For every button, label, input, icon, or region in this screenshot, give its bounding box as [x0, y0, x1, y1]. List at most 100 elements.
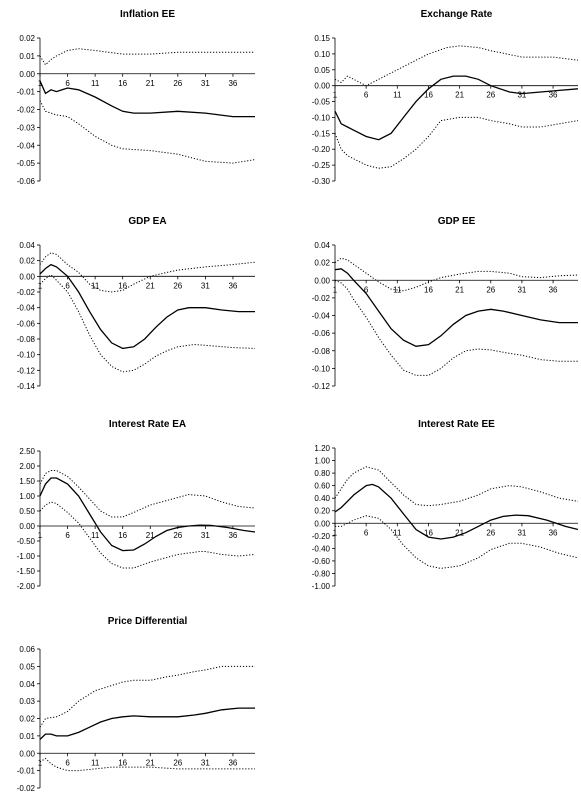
response-line — [334, 75, 579, 141]
response-line — [39, 707, 255, 740]
x-tick-label: 11 — [91, 79, 100, 88]
y-tick-label: -0.05 — [17, 159, 36, 168]
response-line — [39, 477, 256, 552]
y-tick-label: 2.50 — [19, 447, 35, 456]
y-tick-label: 0.05 — [19, 662, 35, 671]
y-tick-label: -0.01 — [17, 88, 36, 97]
chart-panel: Price Differential 0.06 0.05 0.04 0.03 0.02 0.… — [17, 616, 255, 793]
x-tick-label: 31 — [517, 285, 526, 294]
y-tick-label: 0.00 — [314, 519, 330, 528]
y-tick-label: 1.00 — [314, 457, 330, 466]
y-tick-label: -0.01 — [17, 767, 36, 776]
chart-panel: GDP EE 0.04 0.02 0.00 -0.02 -0.04 -0.06 -0.08 -0… — [312, 216, 579, 391]
x-tick-label: 1 — [333, 528, 338, 537]
x-tick-label: 36 — [549, 285, 558, 294]
y-tick-label: 1.20 — [314, 444, 330, 453]
y-tick-label: -0.12 — [312, 382, 331, 391]
y-tick-label: 0.05 — [314, 66, 330, 75]
y-tick-label: -0.08 — [312, 347, 331, 356]
y-tick-label: -1.50 — [17, 567, 36, 576]
x-tick-label: 31 — [201, 79, 210, 88]
y-tick-label: -0.25 — [312, 161, 331, 170]
x-tick-label: 1 — [333, 285, 338, 294]
x-tick-label: 1 — [38, 758, 43, 767]
y-tick-label: -0.03 — [17, 123, 36, 132]
x-tick-label: 36 — [228, 758, 237, 767]
confidence-band-lower — [39, 757, 255, 772]
y-tick-label: 1.00 — [19, 492, 35, 501]
x-tick-label: 16 — [118, 79, 127, 88]
confidence-band-lower — [39, 501, 256, 569]
y-tick-label: 0.40 — [314, 494, 330, 503]
y-tick-label: -0.02 — [17, 784, 36, 793]
response-line — [334, 268, 578, 347]
chart-title: Interest Rate EA — [109, 419, 186, 430]
x-tick-label: 36 — [228, 531, 237, 540]
y-tick-label: -0.10 — [312, 113, 331, 122]
y-tick-label: 0.06 — [19, 645, 35, 654]
x-tick-label: 36 — [228, 281, 237, 290]
x-tick-label: 1 — [38, 79, 43, 88]
x-tick-label: 11 — [393, 528, 402, 537]
x-tick-label: 31 — [201, 531, 210, 540]
x-tick-label: 31 — [201, 281, 210, 290]
x-tick-label: 26 — [486, 285, 495, 294]
x-tick-label: 21 — [146, 79, 155, 88]
y-tick-label: 0.01 — [19, 732, 35, 741]
y-tick-label: 0.00 — [19, 522, 35, 531]
y-tick-label: 1.50 — [19, 477, 35, 486]
x-tick-label: 16 — [424, 528, 433, 537]
y-tick-label: -0.50 — [17, 537, 36, 546]
x-tick-label: 6 — [364, 285, 369, 294]
x-tick-label: 21 — [455, 285, 464, 294]
y-tick-label: 0.02 — [19, 34, 35, 43]
x-tick-label: 21 — [146, 281, 155, 290]
y-tick-label: 0.80 — [314, 469, 330, 478]
y-tick-label: -0.15 — [312, 129, 331, 138]
chart-title: GDP EA — [128, 216, 166, 227]
y-tick-label: 0.60 — [314, 482, 330, 491]
response-line — [39, 80, 255, 118]
x-tick-label: 26 — [486, 528, 495, 537]
x-tick-label: 26 — [173, 79, 182, 88]
x-tick-label: 6 — [65, 79, 70, 88]
x-tick-label: 6 — [364, 528, 369, 537]
y-tick-label: 2.00 — [19, 462, 35, 471]
x-tick-label: 6 — [364, 91, 369, 100]
y-tick-label: 0.00 — [314, 82, 330, 91]
y-tick-label: -0.14 — [17, 382, 36, 391]
y-tick-label: -0.04 — [312, 312, 331, 321]
y-tick-label: 0.03 — [19, 697, 35, 706]
x-tick-label: 36 — [549, 91, 558, 100]
y-tick-label: 0.00 — [314, 276, 330, 285]
y-tick-label: -0.06 — [312, 329, 331, 338]
chart-panel: Interest Rate EA 2.50 2.00 1.50 1.00 0.50 0.00… — [17, 419, 256, 591]
y-tick-label: -0.05 — [312, 98, 331, 107]
y-tick-label: -0.04 — [17, 141, 36, 150]
y-tick-label: -0.20 — [312, 145, 331, 154]
x-tick-label: 1 — [38, 281, 43, 290]
y-tick-label: -1.00 — [312, 582, 331, 591]
y-tick-label: -0.08 — [17, 335, 36, 344]
chart-title: Price Differential — [108, 616, 188, 627]
x-tick-label: 26 — [486, 91, 495, 100]
confidence-band-lower — [334, 116, 579, 169]
y-tick-label: -0.02 — [17, 288, 36, 297]
chart-title: Inflation EE — [120, 9, 175, 20]
x-tick-label: 6 — [65, 531, 70, 540]
x-tick-label: 16 — [118, 531, 127, 540]
x-tick-label: 31 — [201, 758, 210, 767]
y-tick-label: -0.10 — [17, 351, 36, 360]
y-tick-label: 0.04 — [19, 680, 35, 689]
x-tick-label: 26 — [173, 531, 182, 540]
response-line — [334, 483, 579, 540]
x-tick-label: 31 — [517, 91, 526, 100]
confidence-band-upper — [39, 665, 255, 728]
chart-title: GDP EE — [438, 216, 476, 227]
chart-panel: GDP EA 0.04 0.02 0.00 -0.02 -0.04 -0.06 -0.08 -0… — [17, 216, 256, 391]
x-tick-label: 36 — [228, 79, 237, 88]
y-tick-label: 0.00 — [19, 272, 35, 281]
y-tick-label: 0.02 — [19, 715, 35, 724]
x-tick-label: 11 — [393, 91, 402, 100]
y-tick-label: -0.06 — [17, 319, 36, 328]
